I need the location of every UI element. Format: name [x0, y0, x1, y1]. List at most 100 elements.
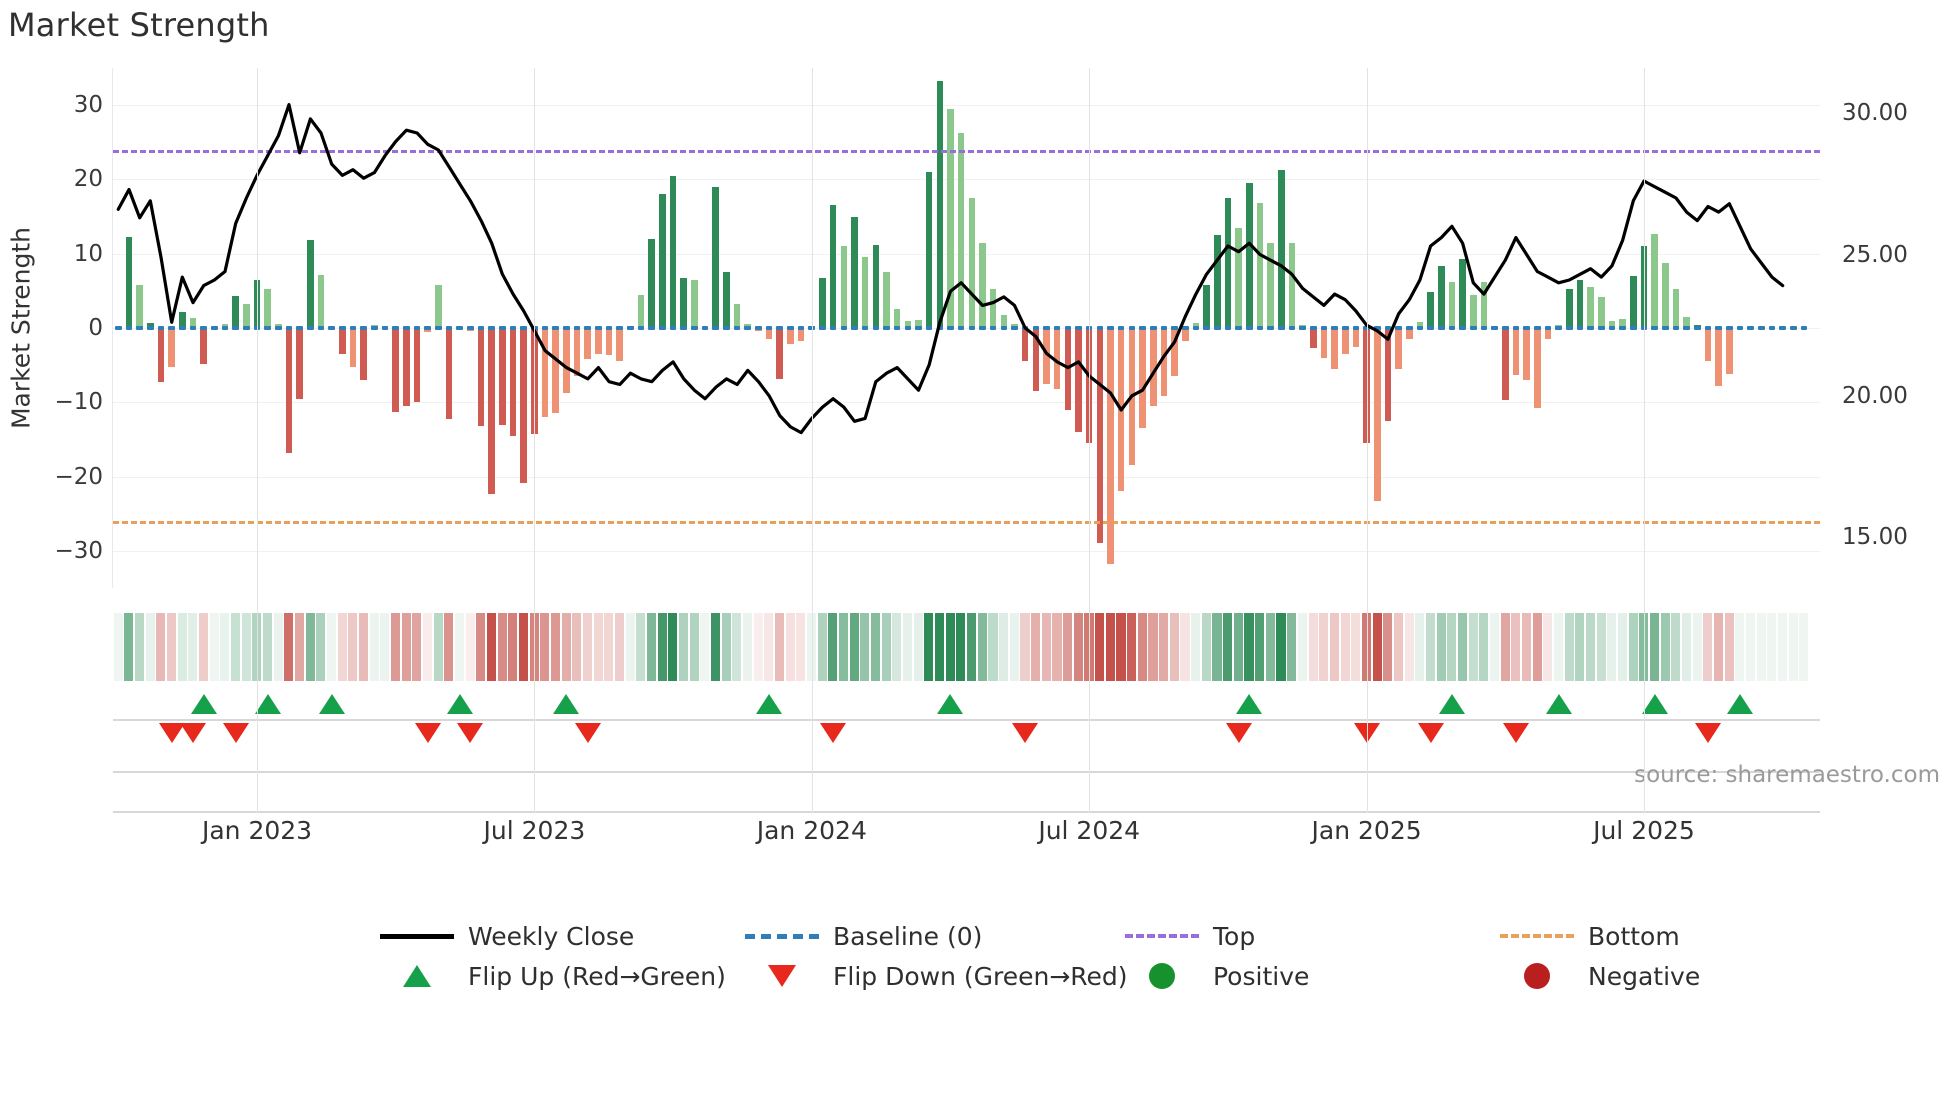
strength-bar — [584, 328, 592, 360]
strength-bar — [1363, 328, 1370, 444]
strength-bar — [765, 328, 773, 340]
baseline-segment — [1373, 326, 1381, 330]
baseline-segment — [211, 326, 218, 330]
x-axis-tick-label: Jul 2023 — [483, 816, 586, 845]
flip-down-marker — [1417, 723, 1444, 743]
baseline-segment — [200, 326, 207, 330]
strength-bar — [392, 328, 400, 412]
baseline-segment — [1128, 326, 1136, 330]
baseline-segment — [957, 326, 965, 330]
flip-up-marker — [937, 694, 964, 714]
baseline-segment — [509, 326, 517, 330]
heatmap-cell — [1735, 613, 1745, 681]
strength-bar — [616, 328, 624, 362]
heatmap-cell — [945, 613, 955, 681]
strength-bar — [968, 198, 976, 328]
heatmap-cell — [316, 613, 326, 681]
baseline-segment — [1747, 326, 1754, 330]
baseline-segment — [157, 326, 165, 330]
strength-bar — [1427, 292, 1434, 328]
strength-bar — [339, 328, 346, 354]
legend-item[interactable]: Bottom — [1500, 918, 1680, 954]
flip-down-marker — [820, 723, 847, 743]
baseline-segment — [1000, 326, 1008, 330]
heatmap-cell — [1703, 613, 1713, 681]
baseline-segment — [605, 326, 613, 330]
strength-heatmap-strip — [113, 613, 1820, 681]
left-axis-tick-label: 10 — [73, 240, 103, 267]
baseline-segment — [1053, 326, 1061, 330]
heatmap-cell — [1372, 613, 1382, 681]
strength-bar — [691, 279, 698, 328]
heatmap-cell — [1404, 613, 1414, 681]
flip-down-marker — [180, 723, 207, 743]
strength-bar — [1309, 328, 1317, 349]
strength-bar — [296, 328, 303, 399]
legend-label: Baseline (0) — [833, 921, 983, 951]
baseline-segment — [392, 326, 400, 330]
strength-bar — [1416, 322, 1424, 328]
strength-bar — [1320, 328, 1328, 358]
heatmap-cell — [1436, 613, 1446, 681]
baseline-segment — [371, 326, 378, 330]
heatmap-cell — [977, 613, 987, 681]
legend-item[interactable]: Weekly Close — [380, 918, 634, 954]
strength-bar — [1437, 266, 1445, 328]
strength-bar — [1288, 242, 1296, 328]
legend-item[interactable]: Baseline (0) — [745, 918, 982, 954]
heatmap-cell — [1564, 613, 1574, 681]
heatmap-cell — [230, 613, 241, 681]
strength-bar — [1107, 328, 1114, 565]
strength-bar — [349, 328, 357, 367]
heatmap-cell — [615, 613, 625, 681]
heatmap-cell — [956, 613, 966, 681]
legend-item[interactable]: Flip Up (Red→Green) — [380, 958, 726, 994]
x-gridline — [534, 68, 536, 813]
strength-bar — [285, 328, 293, 453]
heatmap-cell — [508, 613, 518, 681]
legend-swatch — [380, 933, 454, 939]
page-title: Market Strength — [8, 6, 270, 44]
heatmap-cell — [124, 613, 134, 681]
heatmap-cell — [1212, 613, 1222, 681]
baseline-segment — [1565, 326, 1573, 330]
heatmap-cell — [390, 613, 401, 681]
baseline-segment — [477, 326, 485, 330]
weekly-close-line — [116, 103, 1785, 435]
heatmap-cell — [380, 613, 390, 681]
heatmap-cell — [134, 613, 144, 681]
baseline-segment — [723, 326, 730, 330]
baseline-segment — [947, 326, 954, 330]
heatmap-cell — [796, 613, 806, 681]
baseline-segment — [1107, 326, 1114, 330]
strength-bar — [221, 323, 229, 328]
baseline-segment — [1694, 326, 1701, 330]
strength-bar — [1672, 288, 1680, 328]
baseline-segment — [1629, 326, 1637, 330]
strength-bar — [787, 328, 794, 345]
baseline-segment — [1608, 326, 1616, 330]
heatmap-cell — [156, 613, 166, 681]
baseline-segment — [637, 326, 645, 330]
gridline — [113, 328, 1820, 329]
legend-item[interactable]: Negative — [1500, 958, 1700, 994]
heatmap-cell — [871, 613, 881, 681]
triangle-down-red-icon — [745, 965, 819, 987]
strength-bar — [1619, 319, 1626, 328]
heatmap-cell — [1095, 613, 1105, 681]
baseline-segment — [339, 326, 346, 330]
baseline-segment — [499, 326, 506, 330]
heatmap-cell — [913, 613, 923, 681]
legend-item[interactable]: Flip Down (Green→Red) — [745, 958, 1128, 994]
legend-item[interactable]: Positive — [1125, 958, 1309, 994]
strength-bar — [136, 284, 143, 328]
heatmap-cell — [1031, 613, 1041, 681]
heatmap-cell — [860, 613, 870, 681]
legend-swatch — [768, 965, 796, 987]
strength-bar — [1032, 328, 1040, 392]
legend-item[interactable]: Top — [1125, 918, 1255, 954]
strength-bar — [1085, 328, 1093, 444]
strength-bar — [1192, 322, 1200, 328]
left-axis-tick-label: −20 — [54, 463, 103, 490]
flip-up-marker — [1545, 694, 1572, 714]
